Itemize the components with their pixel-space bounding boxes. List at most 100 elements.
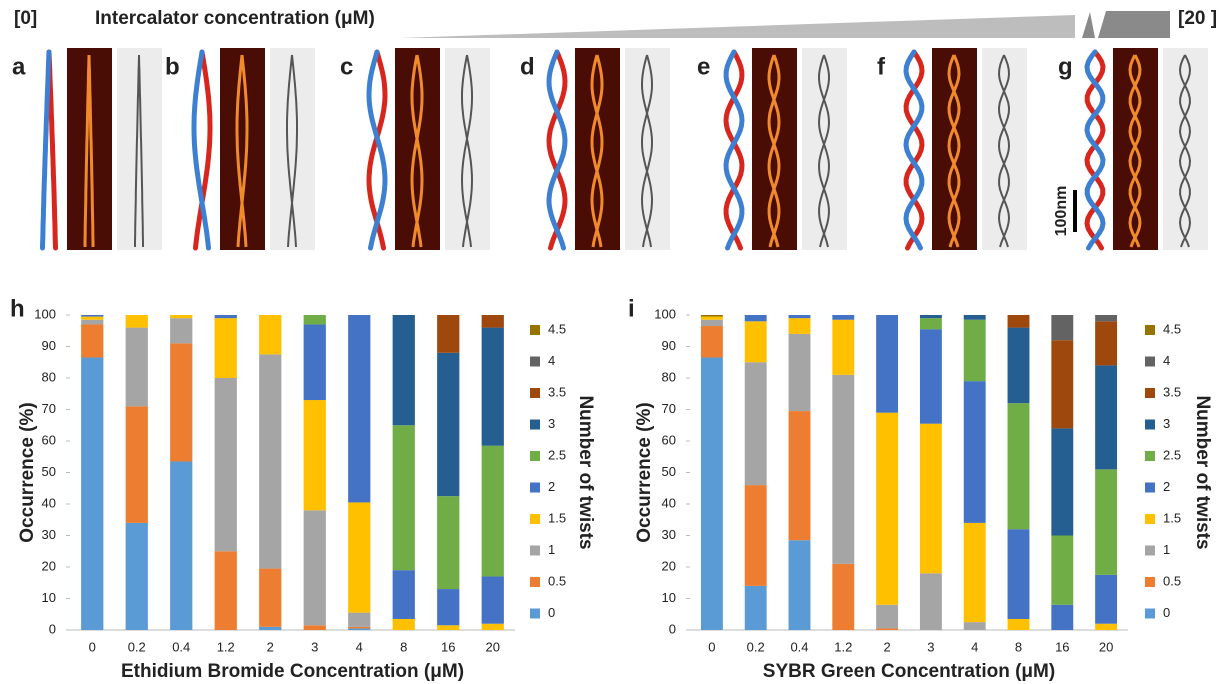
bar-segment	[303, 400, 326, 511]
bar-segment	[700, 319, 723, 327]
bar-segment	[81, 319, 104, 325]
header-title: Intercalator concentration (μM)	[95, 8, 375, 29]
bar-segment	[481, 315, 504, 328]
panel-label: e	[697, 53, 710, 80]
y-tick-label: 10	[42, 590, 56, 605]
bar-segment	[303, 510, 326, 626]
bar-segment	[1051, 428, 1074, 536]
tem-strand	[817, 54, 831, 248]
legend-swatch	[530, 514, 540, 524]
bar-segment	[1051, 604, 1074, 630]
legend-label: 1	[548, 542, 555, 557]
bar-segment	[919, 318, 942, 330]
y-tick-label: 60	[662, 432, 676, 447]
legend-label: 4	[1163, 353, 1170, 368]
bar-segment	[170, 315, 193, 319]
tem-strand	[997, 54, 1011, 248]
bar-segment	[214, 551, 237, 630]
tem-strand	[1178, 54, 1192, 248]
x-tick-label: 0.4	[790, 639, 808, 654]
tem-strand	[1178, 54, 1192, 248]
x-tick-label: 0	[89, 639, 96, 654]
wedge-break	[1082, 12, 1095, 38]
legend-label: 1.5	[1163, 510, 1181, 525]
bar-segment	[125, 327, 148, 407]
bar-segment	[876, 315, 899, 413]
afm-strand	[947, 54, 961, 248]
tem-strand	[134, 54, 140, 247]
legend-swatch	[1145, 545, 1155, 556]
tem-image	[625, 48, 670, 250]
bar-segment	[788, 540, 811, 630]
bar-segment	[1095, 623, 1118, 630]
bar-segment	[963, 319, 986, 382]
bar-segment	[919, 315, 942, 319]
x-tick-label: 0.4	[172, 639, 190, 654]
legend-swatch	[1145, 514, 1155, 524]
afm-strand	[87, 54, 95, 247]
x-tick-label: 4	[356, 639, 363, 654]
x-tick-label: 0.2	[128, 639, 146, 654]
bar-segment	[876, 604, 899, 629]
bar-segment	[348, 612, 371, 627]
panel-label: b	[165, 53, 180, 80]
bar-segment	[348, 315, 371, 503]
x-tick-label: 0.2	[747, 639, 765, 654]
bar-segment	[303, 625, 326, 630]
panel-label: h	[10, 295, 25, 322]
bar-segment	[876, 628, 899, 630]
bar-segment	[437, 496, 460, 590]
y-tick-label: 50	[42, 464, 56, 479]
tem-strand	[138, 54, 144, 247]
x-tick-label: 1.2	[217, 639, 235, 654]
afm-strand	[235, 54, 248, 248]
panel-label: f	[877, 53, 886, 80]
strand	[191, 49, 211, 251]
bar-segment	[81, 316, 104, 320]
bar-segment	[348, 628, 371, 630]
bar-segment	[832, 315, 855, 320]
x-tick-label: 8	[1015, 639, 1022, 654]
bar-segment	[481, 445, 504, 577]
strand	[723, 49, 745, 251]
y-tick-label: 80	[42, 369, 56, 384]
bar-segment	[1007, 529, 1030, 619]
legend-label: 2.5	[548, 447, 566, 462]
y-tick-label: 100	[34, 306, 56, 321]
strand	[40, 49, 52, 251]
bar-segment	[214, 318, 237, 378]
bar-segment	[481, 576, 504, 624]
tem-strand	[817, 54, 831, 248]
bar-segment	[1051, 535, 1074, 605]
afm-strand	[767, 54, 781, 248]
y-tick-label: 50	[662, 464, 676, 479]
bar-segment	[481, 623, 504, 630]
legend-label: 3	[1163, 416, 1170, 431]
bar-segment	[437, 315, 460, 353]
y-tick-label: 90	[42, 338, 56, 353]
x-tick-label: 2	[883, 639, 890, 654]
legend-swatch	[1145, 482, 1155, 493]
y-tick-label: 80	[662, 369, 676, 384]
bar-segment	[125, 315, 148, 328]
x-tick-label: 0	[708, 639, 715, 654]
bar-segment	[348, 502, 371, 613]
bar-segment	[392, 618, 415, 630]
bar-segment	[788, 333, 811, 412]
x-tick-label: 2	[267, 639, 274, 654]
x-axis-label: Ethidium Bromide Concentration (μM)	[121, 661, 464, 682]
bar-segment	[259, 315, 282, 355]
tem-strand	[287, 54, 298, 248]
bar-segment	[259, 568, 282, 627]
bar-segment	[125, 406, 148, 523]
afm-strand	[410, 54, 424, 248]
bar-segment	[788, 318, 811, 334]
x-tick-label: 16	[441, 639, 455, 654]
afm-strand	[590, 54, 604, 248]
strand	[903, 49, 925, 251]
y-tick-label: 100	[654, 306, 676, 321]
x-tick-label: 3	[927, 639, 934, 654]
legend-label: 1.5	[548, 510, 566, 525]
